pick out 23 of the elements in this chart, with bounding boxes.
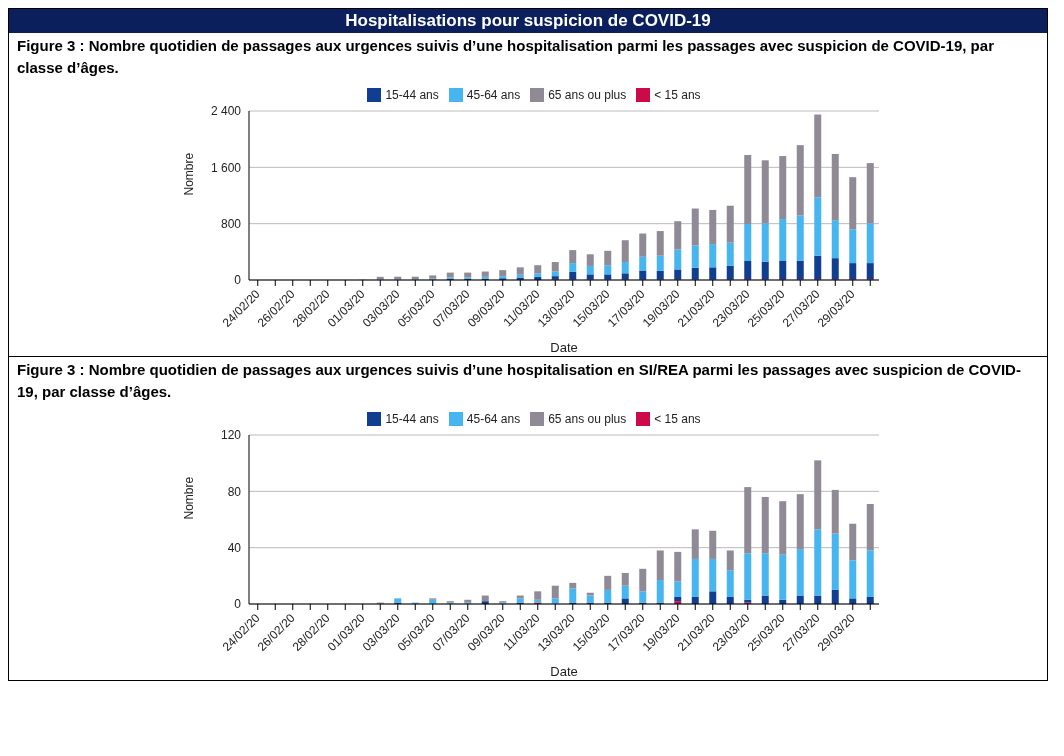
y-axis-title: Nombre: [182, 152, 197, 196]
y-axis-title: Nombre: [182, 476, 197, 520]
y-tick-label: 0: [234, 273, 242, 288]
y-tick-label: 40: [227, 540, 242, 555]
legend-label: 15-44 ans: [385, 88, 439, 102]
y-tick-label: 2 400: [210, 104, 242, 119]
x-axis-title: Date: [550, 664, 578, 679]
y-tick-label: 0: [234, 597, 242, 612]
legend-label: 45-64 ans: [466, 88, 521, 102]
legend-label: 45-64 ans: [466, 412, 521, 426]
chart-subtitle: Figure 3 : Nombre quotidien de passages aux urgences suivis d’une hospitalisation parmi les passages avec suspicion de COVID-19, par classe d’âges.: [16, 36, 995, 78]
legend-label: 15-44 ans: [385, 412, 439, 426]
y-tick-label: 80: [227, 484, 242, 499]
legend-label: 65 ans ou plus: [548, 412, 627, 426]
chart-title: Hospitalisations pour suspicion de COVID-19: [9, 9, 1047, 33]
y-tick-label: 1 600: [210, 160, 242, 175]
legend-label: < 15 ans: [654, 88, 701, 102]
legend-label: < 15 ans: [654, 412, 701, 426]
x-axis-title: Date: [550, 340, 578, 355]
y-tick-label: 800: [220, 216, 242, 231]
chart-title: Figure 3 : Nombre quotidien de passages aux urgences suivis d’une hospitalisation en SI/REA parmi les passages avec suspicion de COVID-19, par classe d’âges.: [16, 360, 1022, 402]
legend-label: 65 ans ou plus: [548, 88, 627, 102]
y-tick-label: 120: [220, 428, 242, 443]
